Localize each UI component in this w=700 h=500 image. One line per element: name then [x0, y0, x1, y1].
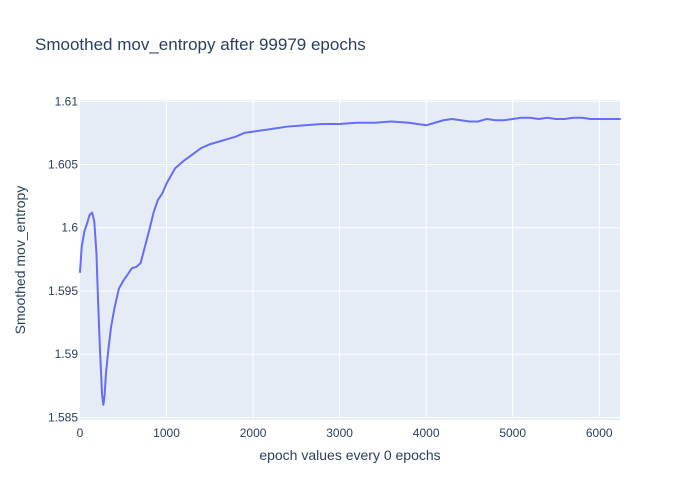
x-axis-ticks: 0 1000 2000 3000 4000 5000 6000	[77, 426, 613, 440]
x-tick-label: 2000	[240, 426, 267, 440]
y-tick-label: 1.6	[61, 221, 78, 235]
series-line	[79, 116, 621, 406]
y-axis-ticks: 1.585 1.59 1.595 1.6 1.605 1.61	[48, 94, 78, 424]
x-gridlines	[166, 100, 600, 420]
chart-title: Smoothed mov_entropy after 99979 epochs	[35, 35, 366, 54]
x-tick-label: 6000	[586, 426, 613, 440]
x-tick-label: 1000	[153, 426, 180, 440]
series-layer	[79, 116, 621, 406]
x-tick-label: 4000	[413, 426, 440, 440]
plot-area	[80, 100, 620, 420]
y-tick-label: 1.585	[48, 410, 78, 424]
x-tick-label: 0	[77, 426, 84, 440]
y-tick-label: 1.605	[48, 158, 78, 172]
y-axis-title: Smoothed mov_entropy	[12, 186, 28, 335]
x-tick-label: 5000	[499, 426, 526, 440]
y-tick-label: 1.595	[48, 284, 78, 298]
x-axis-title: epoch values every 0 epochs	[259, 447, 440, 463]
y-tick-label: 1.61	[55, 94, 79, 108]
x-tick-label: 3000	[326, 426, 353, 440]
y-tick-label: 1.59	[55, 347, 79, 361]
y-gridlines	[80, 100, 620, 418]
